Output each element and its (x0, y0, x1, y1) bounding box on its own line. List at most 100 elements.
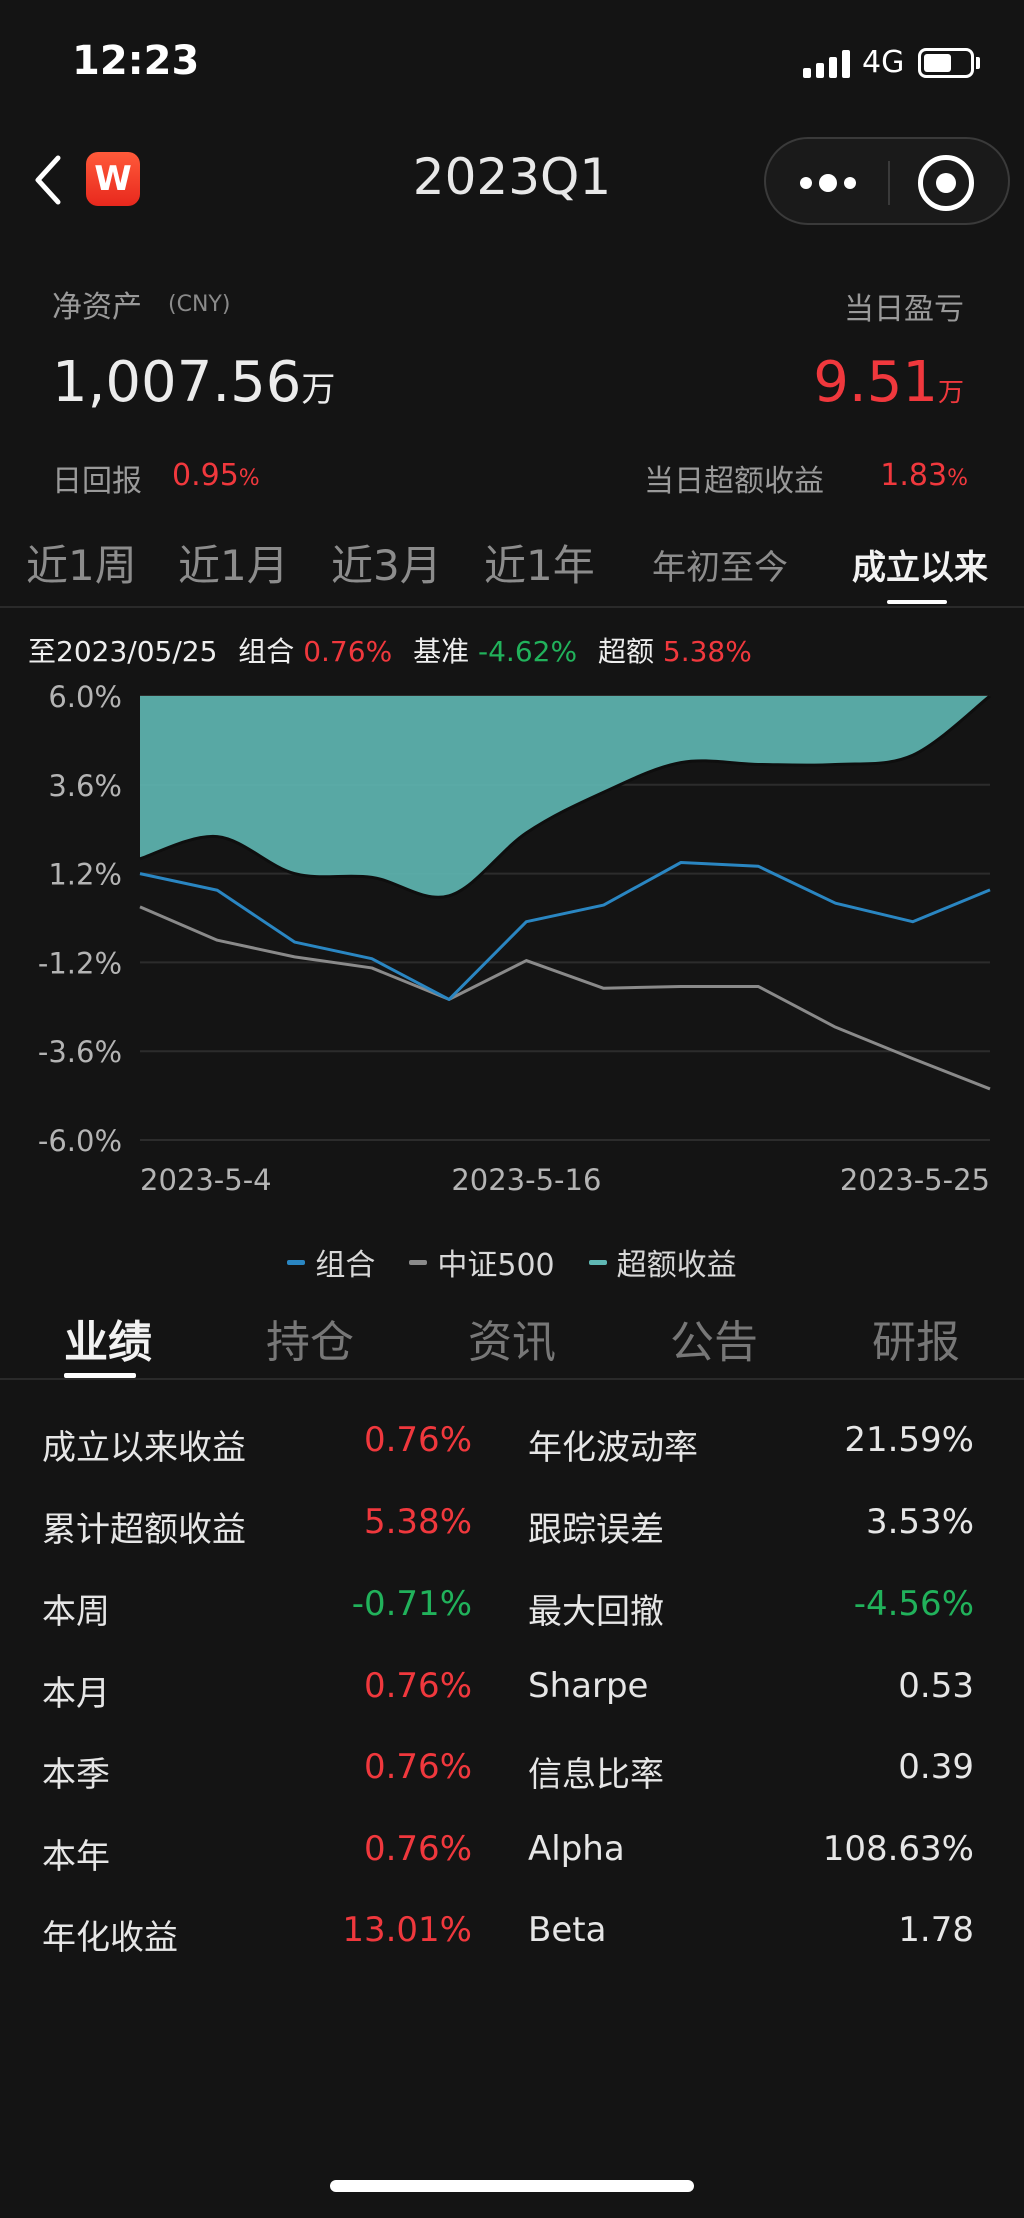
signal-icon (803, 50, 850, 78)
tab-1-month[interactable]: 近1月 (178, 541, 289, 590)
daily-pnl-label: 当日盈亏 (844, 292, 964, 327)
metric-value: 0.76% (363, 1747, 472, 1787)
tab-ytd[interactable]: 年初至今 (652, 548, 788, 588)
metric-label: Beta (528, 1910, 607, 1950)
net-assets-unit: 万 (301, 370, 336, 410)
summary-portfolio-value: 0.76% (303, 635, 393, 668)
y-tick-label: 1.2% (48, 858, 122, 892)
more-dots-icon[interactable] (800, 169, 856, 197)
excess-line (139, 694, 991, 899)
summary-excess-label: 超额 (597, 635, 654, 668)
metric-value: 0.76% (363, 1829, 472, 1869)
legend-swatch (588, 1259, 607, 1265)
metric-value: 108.63% (822, 1829, 974, 1869)
percent-sign: % (947, 466, 968, 491)
daily-excess-label: 当日超额收益 (644, 464, 824, 499)
tab-announcements[interactable]: 公告 (670, 1317, 758, 1368)
chart-summary: 至2023/05/25 组合 0.76% 基准 -4.62% 超额 5.38% (28, 630, 752, 670)
x-tick-label: 2023-5-16 (451, 1163, 601, 1197)
page-title: 2023Q1 (412, 148, 612, 206)
metric-label: 跟踪误差 (528, 1510, 664, 1550)
tab-research[interactable]: 研报 (872, 1317, 960, 1368)
back-chevron-icon[interactable] (30, 150, 66, 210)
tab-news[interactable]: 资讯 (468, 1317, 556, 1368)
tab-holdings[interactable]: 持仓 (266, 1317, 354, 1368)
metric-label: 本月 (42, 1674, 110, 1714)
metric-label: 年化波动率 (528, 1428, 698, 1468)
net-assets-value: 1,007.56万 (52, 350, 335, 415)
logo-letter: W (94, 159, 132, 199)
tab-performance[interactable]: 业绩 (64, 1317, 152, 1368)
metric-label: 本季 (42, 1755, 110, 1795)
legend-excess: 超额收益 (588, 1240, 737, 1284)
metric-value: -4.56% (853, 1584, 974, 1624)
x-tick-label: 2023-5-4 (140, 1163, 272, 1197)
net-assets-number: 1,007.56 (52, 350, 302, 415)
legend-swatch (287, 1259, 306, 1265)
app-logo: W (86, 152, 140, 206)
legend-benchmark: 中证500 (409, 1240, 555, 1284)
daily-return-number: 0.95 (172, 458, 239, 493)
portfolio-line (139, 861, 991, 1001)
daily-return-label: 日回报 (52, 464, 142, 499)
summary-benchmark-label: 基准 (413, 635, 470, 668)
metric-value: 3.53% (865, 1502, 974, 1542)
capsule-divider (888, 161, 890, 205)
summary-portfolio-label: 组合 (238, 635, 295, 668)
metric-label: 年化收益 (42, 1918, 178, 1958)
y-tick-label: -3.6% (38, 1035, 122, 1069)
metric-label: 本周 (42, 1592, 110, 1632)
metric-value: -0.71% (351, 1584, 472, 1624)
daily-pnl-value: 9.51万 (813, 350, 964, 415)
metric-value: 0.76% (363, 1420, 472, 1460)
metric-label: Alpha (528, 1829, 625, 1869)
metric-label: 最大回撤 (528, 1592, 664, 1632)
summary-excess-value: 5.38% (662, 635, 752, 668)
metric-value: 13.01% (342, 1910, 472, 1950)
daily-excess-number: 1.83 (880, 458, 948, 493)
daily-return-value: 0.95% (172, 458, 260, 493)
metric-value: 5.38% (363, 1502, 472, 1542)
net-assets-label: 净资产 (52, 290, 142, 325)
legend-label: 超额收益 (616, 1248, 737, 1283)
y-tick-label: -1.2% (38, 946, 122, 980)
metric-value: 1.78 (898, 1910, 974, 1950)
y-tick-label: 6.0% (48, 680, 122, 714)
legend-label: 组合 (315, 1248, 376, 1283)
miniapp-capsule (764, 137, 1010, 225)
divider (0, 1378, 1024, 1380)
tab-3-months[interactable]: 近3月 (331, 541, 442, 590)
legend-swatch (409, 1259, 428, 1265)
network-type: 4G (862, 45, 905, 80)
summary-benchmark-value: -4.62% (478, 635, 578, 668)
percent-sign: % (238, 466, 260, 491)
tab-since-inception[interactable]: 成立以来 (852, 548, 988, 588)
battery-icon (918, 48, 974, 78)
metric-value: 0.76% (363, 1666, 472, 1706)
tab-1-year[interactable]: 近1年 (484, 541, 595, 590)
status-time: 12:23 (72, 38, 200, 84)
period-tab-indicator (887, 600, 947, 604)
battery-tip (976, 57, 980, 69)
close-target-icon[interactable] (918, 155, 974, 211)
metric-value: 0.39 (898, 1747, 974, 1787)
legend-portfolio: 组合 (287, 1240, 375, 1284)
excess-area (140, 696, 990, 898)
daily-pnl-unit: 万 (937, 378, 964, 408)
y-tick-label: 3.6% (48, 769, 122, 803)
tab-1-week[interactable]: 近1周 (26, 541, 137, 590)
content-tab-indicator (64, 1373, 136, 1378)
daily-excess-value: 1.83% (880, 458, 968, 493)
x-tick-label: 2023-5-25 (840, 1163, 990, 1197)
benchmark-line (139, 905, 991, 1091)
summary-date: 至2023/05/25 (28, 635, 218, 668)
home-indicator[interactable] (330, 2180, 694, 2192)
y-tick-label: -6.0% (38, 1124, 122, 1158)
metric-label: 累计超额收益 (42, 1510, 246, 1550)
chart-legend: 组合 中证500 超额收益 (0, 1240, 1024, 1284)
metric-label: 成立以来收益 (42, 1428, 246, 1468)
metric-label: Sharpe (528, 1666, 649, 1706)
metric-label: 信息比率 (528, 1755, 664, 1795)
metric-label: 本年 (42, 1837, 110, 1877)
performance-chart[interactable]: 6.0% 3.6% 1.2% -1.2% -3.6% -6.0% 2023-5-4 2023-… (0, 660, 1024, 1200)
